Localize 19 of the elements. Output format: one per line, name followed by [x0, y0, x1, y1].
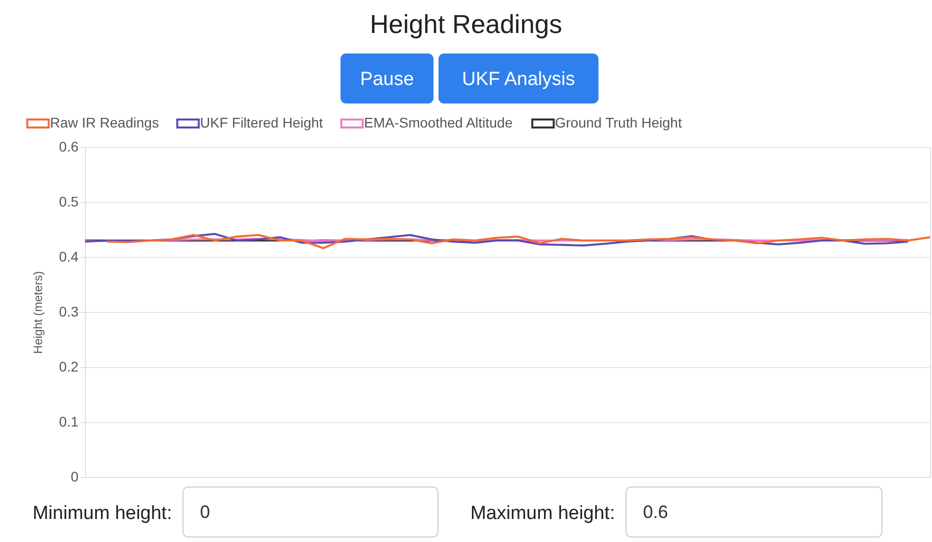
legend-label: EMA-Smoothed Altitude	[364, 114, 513, 130]
y-tick-label: 0.1	[59, 414, 79, 430]
y-tick-label: 0.3	[59, 304, 79, 320]
y-tick-label: 0.2	[59, 358, 79, 374]
text: 0.6	[643, 502, 668, 522]
text: Maximum height:	[470, 503, 615, 524]
text: UKF Analysis	[462, 69, 575, 90]
text: Pause	[360, 69, 414, 90]
y-tick-label: 0.4	[59, 248, 79, 264]
legend-label: Raw IR Readings	[50, 114, 159, 130]
legend-label: Ground Truth Height	[555, 114, 682, 130]
chart-title: Height Readings	[370, 9, 562, 39]
text: Minimum height:	[32, 503, 172, 524]
y-tick-label: 0	[70, 468, 79, 484]
y-tick-label: 0.6	[59, 138, 79, 154]
y-tick-label: 0.5	[59, 194, 79, 210]
text: 0	[200, 502, 210, 522]
y-axis-title: Height (meters)	[31, 271, 46, 354]
legend-label: UKF Filtered Height	[200, 114, 324, 130]
